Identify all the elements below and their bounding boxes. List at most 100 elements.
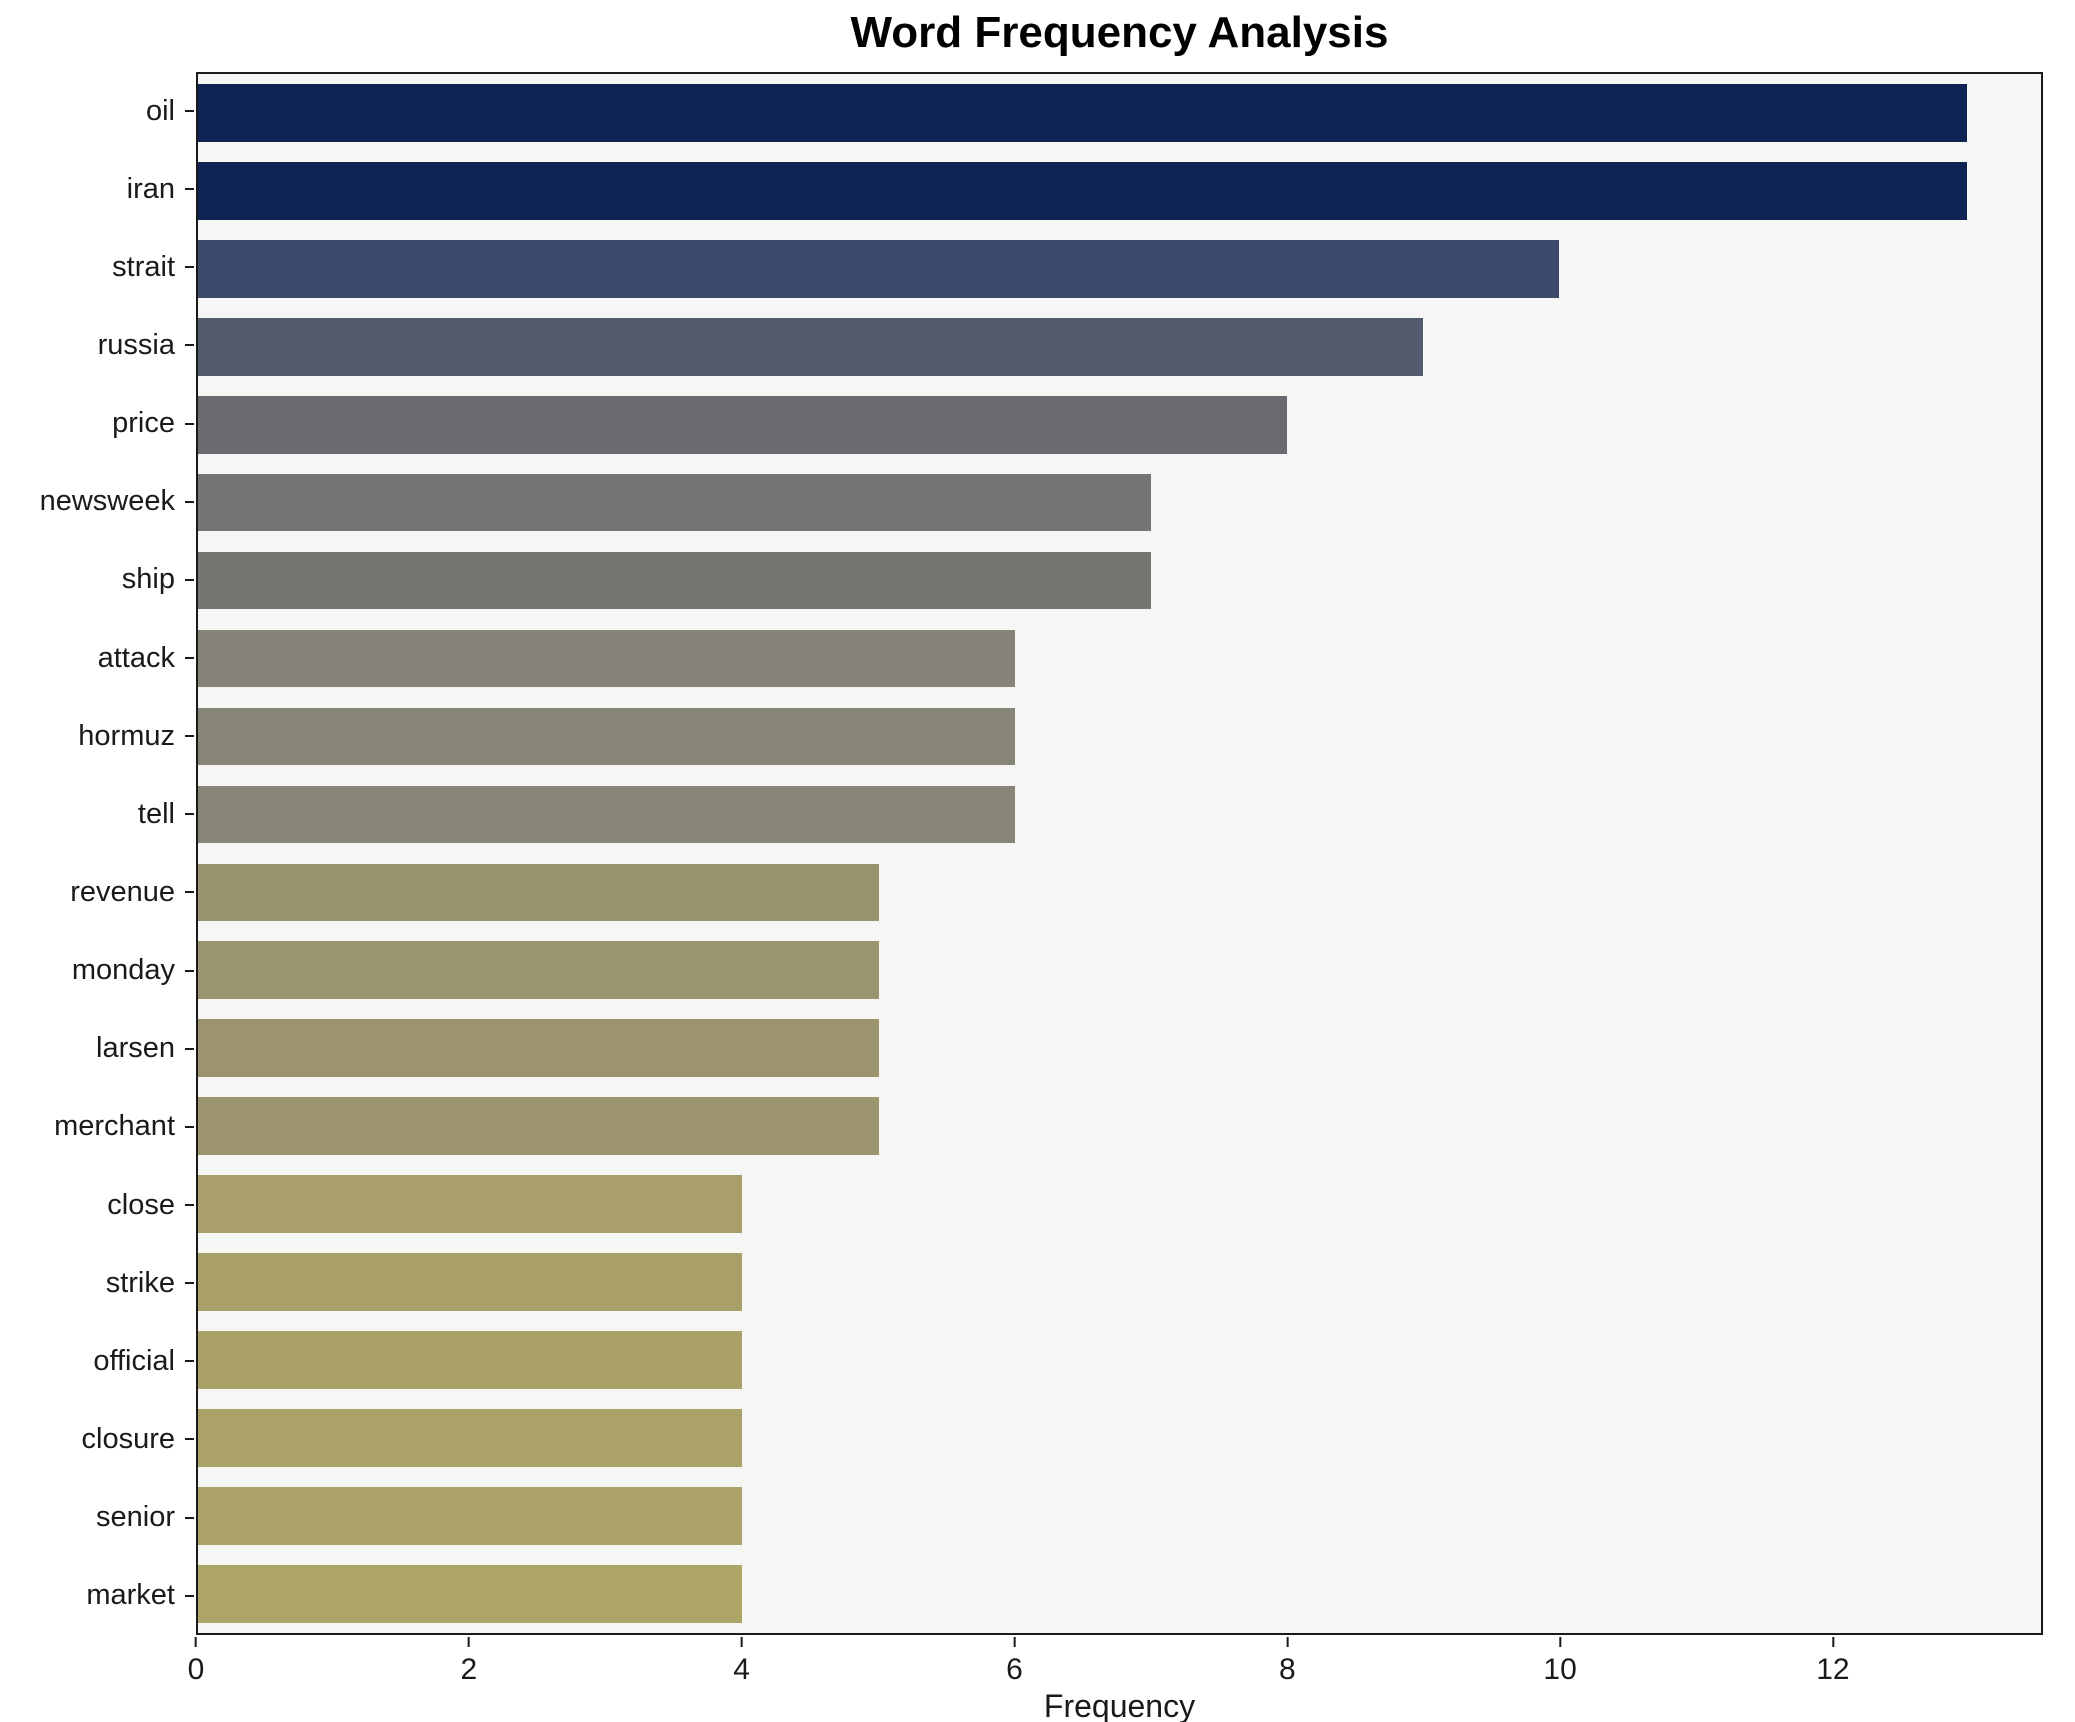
y-tick-mark: [185, 969, 194, 972]
y-label-row: oil: [0, 72, 194, 150]
y-label-row: ship: [0, 541, 194, 619]
bar-row: [198, 931, 2041, 1009]
bar-strike: [198, 1253, 743, 1311]
bar-ship: [198, 551, 1151, 610]
y-label-row: russia: [0, 306, 194, 384]
bar-iran: [198, 162, 1968, 220]
x-tick-label: 6: [1006, 1653, 1023, 1686]
y-tick-mark: [185, 1438, 194, 1441]
y-label-row: price: [0, 385, 194, 463]
y-tick-label-oil: oil: [145, 94, 175, 127]
y-label-row: market: [0, 1557, 194, 1635]
bar-row: [198, 308, 2041, 386]
y-axis-labels: oil iran strait russia price newsweek ship atta…: [0, 72, 194, 1635]
y-label-row: senior: [0, 1479, 194, 1557]
y-label-row: close: [0, 1166, 194, 1244]
x-tick-2: 2: [460, 1637, 477, 1687]
y-tick-label-market: market: [86, 1579, 175, 1612]
y-tick-label-ship: ship: [121, 563, 175, 596]
y-label-row: hormuz: [0, 697, 194, 775]
x-tick-mark: [1831, 1637, 1834, 1647]
bar-row: [198, 464, 2041, 542]
x-tick-10: 10: [1543, 1637, 1577, 1687]
y-tick-mark: [185, 578, 194, 581]
x-axis: 0 2 4 6 8 10 12: [188, 1637, 2043, 1697]
y-label-row: revenue: [0, 853, 194, 931]
bar-price: [198, 395, 1287, 454]
x-tick-label: 2: [460, 1653, 478, 1686]
bar-row: [198, 698, 2041, 776]
y-tick-mark: [185, 735, 194, 738]
x-tick-label: 8: [1278, 1653, 1296, 1686]
x-tick-mark: [1013, 1637, 1016, 1647]
y-tick-label-monday: monday: [71, 954, 175, 987]
y-tick-mark: [185, 1516, 194, 1519]
plot-area: [196, 72, 2043, 1635]
bar-tell: [198, 785, 1015, 844]
bar-row: [198, 1399, 2041, 1477]
bar-attack: [198, 629, 1015, 688]
y-label-row: tell: [0, 775, 194, 853]
y-tick-mark: [185, 891, 194, 894]
x-tick-label: 4: [733, 1653, 750, 1686]
bar-revenue: [198, 863, 879, 922]
bar-row: [198, 1087, 2041, 1165]
bar-russia: [198, 317, 1424, 376]
bar-row: [198, 386, 2041, 464]
bar-row: [198, 1165, 2041, 1243]
y-label-row: merchant: [0, 1088, 194, 1166]
y-tick-mark: [185, 422, 194, 425]
bar-row: [198, 1009, 2041, 1087]
x-tick-label: 12: [1816, 1653, 1850, 1686]
x-tick-label: 0: [187, 1653, 205, 1686]
y-label-row: monday: [0, 932, 194, 1010]
y-tick-label-strait: strait: [112, 250, 175, 283]
y-tick-label-attack: attack: [97, 641, 175, 674]
x-tick-mark: [1286, 1637, 1289, 1647]
x-tick-8: 8: [1279, 1637, 1296, 1687]
y-tick-label-senior: senior: [96, 1501, 175, 1534]
y-tick-label-official: official: [93, 1344, 175, 1377]
bar-row: [198, 1555, 2041, 1633]
y-tick-label-newsweek: newsweek: [39, 485, 175, 518]
y-tick-label-strike: strike: [105, 1266, 175, 1299]
y-tick-label-close: close: [107, 1188, 175, 1221]
x-tick-label: 10: [1543, 1653, 1577, 1686]
x-tick-mark: [195, 1637, 197, 1647]
y-label-row: attack: [0, 619, 194, 697]
y-label-row: iran: [0, 150, 194, 228]
y-tick-mark: [185, 657, 194, 660]
bar-row: [198, 74, 2041, 152]
y-tick-mark: [185, 344, 194, 347]
bar-row: [198, 230, 2041, 308]
y-label-row: larsen: [0, 1010, 194, 1088]
y-tick-label-iran: iran: [126, 172, 175, 205]
y-tick-mark: [185, 1125, 194, 1128]
y-label-row: closure: [0, 1400, 194, 1478]
bar-row: [198, 1477, 2041, 1555]
bar-row: [198, 1243, 2041, 1321]
y-tick-mark: [185, 813, 194, 816]
x-tick-mark: [1559, 1637, 1562, 1647]
bar-newsweek: [198, 473, 1151, 532]
x-tick-12: 12: [1816, 1637, 1850, 1687]
bar-merchant: [198, 1097, 879, 1155]
bar-market: [198, 1564, 743, 1623]
y-label-row: official: [0, 1322, 194, 1400]
x-tick-mark: [467, 1637, 470, 1647]
bar-official: [198, 1331, 743, 1389]
y-tick-mark: [185, 188, 194, 191]
bar-hormuz: [198, 707, 1015, 766]
bar-senior: [198, 1487, 743, 1545]
x-tick-4: 4: [733, 1637, 750, 1687]
bar-row: [198, 542, 2041, 620]
bar-monday: [198, 941, 879, 1000]
y-tick-label-hormuz: hormuz: [78, 719, 175, 752]
bar-row: [198, 1321, 2041, 1399]
y-label-row: newsweek: [0, 463, 194, 541]
bar-larsen: [198, 1019, 879, 1078]
x-tick-0: 0: [187, 1637, 205, 1687]
y-tick-label-closure: closure: [81, 1422, 176, 1455]
bar-strait: [198, 240, 1560, 298]
